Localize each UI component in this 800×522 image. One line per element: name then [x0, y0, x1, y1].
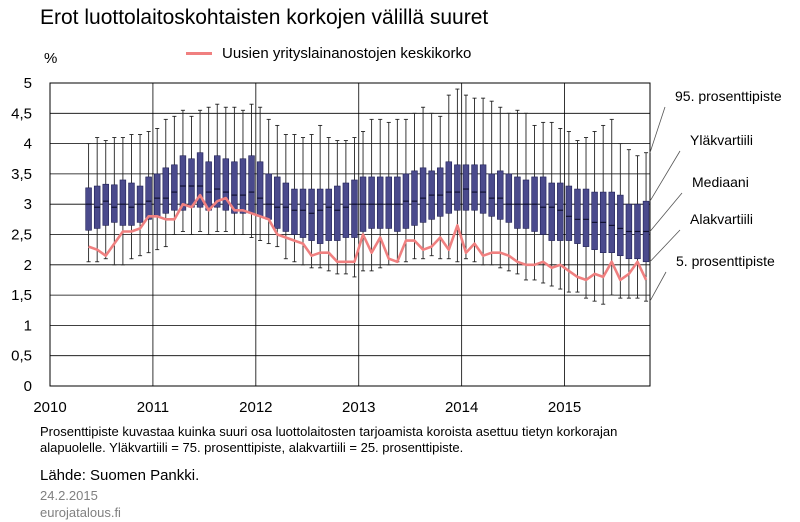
box [608, 191, 615, 253]
box [85, 187, 92, 231]
y-tick-label: 3 [24, 196, 32, 213]
box [265, 173, 272, 220]
box [179, 155, 187, 211]
box [196, 152, 204, 208]
y-tick-label: 0,5 [11, 348, 32, 365]
box [539, 176, 547, 235]
box [591, 191, 598, 250]
box-annotation-label: 5. prosenttipiste [676, 253, 775, 269]
box [488, 173, 495, 217]
box [454, 164, 461, 211]
box [351, 179, 358, 238]
box [617, 194, 624, 257]
box [411, 170, 418, 226]
y-tick-label: 4 [24, 136, 32, 153]
legend: Uusien yrityslainanostojen keskikorko [186, 45, 471, 62]
footnote: Prosenttipiste kuvastaa kuinka suuri osa… [40, 424, 780, 456]
box [376, 176, 384, 229]
box-annotation-label: Mediaani [692, 174, 749, 190]
box [162, 167, 169, 214]
box [565, 185, 573, 241]
box [231, 161, 238, 214]
average-rate-line [88, 193, 648, 282]
box [479, 164, 487, 214]
annotation-leader-line [649, 271, 667, 302]
boxplot-chart: 0 0,5 1 1,5 2 2,5 3 3,5 4 4,5 5 2010 2011 2012 2013 201… [11, 75, 782, 416]
x-tick-label: 2012 [239, 399, 272, 416]
box [111, 184, 118, 223]
box [205, 161, 212, 211]
box [368, 176, 375, 229]
box [497, 170, 504, 220]
footnote-line-1: Prosenttipiste kuvastaa kuinka suuri osa… [40, 424, 618, 439]
box [462, 164, 470, 211]
box [514, 176, 521, 229]
box [557, 182, 564, 241]
box [385, 176, 392, 229]
x-tick-label: 2015 [548, 399, 581, 416]
box [574, 188, 581, 244]
annotation-leader-line [649, 229, 681, 263]
chart-title: Erot luottolaitoskohtaisten korkojen väl… [40, 6, 489, 29]
annotation-leader-line [649, 192, 683, 232]
y-tick-label: 2 [24, 257, 32, 274]
box [239, 158, 247, 214]
source-text: Lähde: Suomen Pankki. [40, 467, 200, 484]
box [334, 185, 341, 241]
annotation-leader-line [649, 106, 666, 153]
box [505, 173, 513, 223]
box [299, 188, 307, 238]
legend-line-swatch [186, 52, 212, 55]
box [274, 176, 281, 229]
box [437, 167, 444, 217]
y-tick-label: 1,5 [11, 287, 32, 304]
legend-label: Uusien yrityslainanostojen keskikorko [222, 45, 472, 62]
x-tick-label: 2014 [445, 399, 478, 416]
box [171, 164, 178, 211]
box [214, 155, 221, 208]
y-tick-label: 3,5 [11, 166, 32, 183]
box [419, 167, 427, 223]
box [325, 188, 332, 241]
x-tick-label: 2013 [342, 399, 375, 416]
annotation-leader-line [649, 150, 681, 202]
box-annotation-label: 95. prosenttipiste [675, 88, 782, 104]
y-axis-label: % [44, 50, 58, 67]
box [308, 188, 315, 241]
box [119, 179, 127, 226]
x-tick-label: 2011 [137, 399, 169, 416]
y-tick-label: 4,5 [11, 105, 32, 122]
footnote-line-2: alapuolelle. Yläkvartiili = 75. prosentt… [40, 440, 464, 455]
box [582, 188, 590, 247]
y-tick-label: 2,5 [11, 227, 32, 244]
box [471, 164, 478, 211]
y-tick-label: 5 [24, 75, 32, 92]
box [188, 158, 195, 208]
box [248, 155, 255, 214]
box [128, 182, 135, 226]
box [153, 173, 161, 217]
box [256, 161, 264, 217]
site-text: eurojatalous.fi [40, 505, 121, 520]
y-tick-label: 0 [24, 378, 32, 395]
y-tick-label: 1 [24, 317, 32, 334]
box [291, 188, 298, 235]
date-text: 24.2.2015 [40, 488, 98, 503]
box-annotation-label: Yläkvartiili [690, 132, 753, 148]
box [145, 176, 152, 220]
box [222, 158, 230, 211]
x-tick-label: 2010 [33, 399, 66, 416]
box [316, 188, 324, 244]
box [342, 182, 350, 238]
box [102, 183, 109, 226]
box [445, 161, 453, 214]
box-annotation-label: Alakvartiili [690, 211, 753, 227]
box [548, 182, 555, 241]
